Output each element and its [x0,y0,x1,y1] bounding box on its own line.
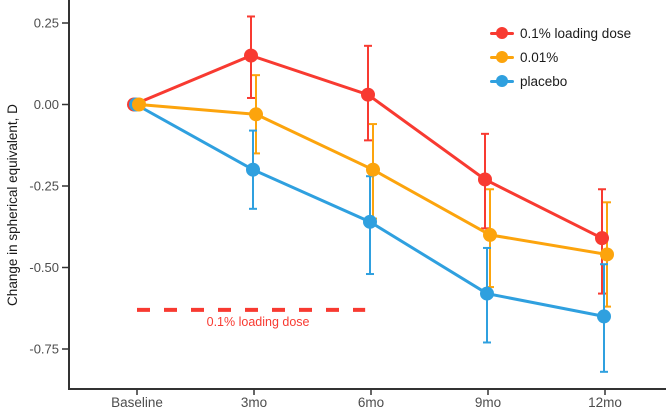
y-tick-label: 0.25 [34,16,59,31]
reference-line-label: 0.1% loading dose [206,315,310,329]
y-axis-title: Change in spherical equivalent, D [5,104,20,306]
data-point [132,97,146,112]
data-point [249,107,263,122]
legend-label: placebo [520,73,568,89]
y-tick-label: -0.25 [29,179,59,194]
x-tick-label: 12mo [588,395,622,410]
x-tick-label: Baseline [111,395,163,410]
data-point [478,172,492,187]
data-point [595,231,609,246]
data-point [483,227,497,242]
x-tick-label: 6mo [358,395,384,410]
legend-item: placebo [490,69,631,93]
y-tick-label: -0.50 [29,260,59,275]
y-tick-label: -0.75 [29,342,59,357]
legend-dot-swatch [496,51,508,63]
legend-dot-swatch [496,75,508,87]
data-point [246,162,260,177]
legend-item: 0.1% loading dose [490,21,631,45]
legend: 0.1% loading dose 0.01% placebo [490,21,631,93]
legend-dot-swatch [496,27,508,39]
data-point [366,162,380,177]
y-tick-label: 0.00 [34,97,59,112]
legend-item: 0.01% [490,45,631,69]
legend-key-icon [490,74,514,88]
legend-label: 0.1% loading dose [520,25,632,41]
x-tick-label: 3mo [241,395,267,410]
data-point [480,286,494,301]
legend-key-icon [490,50,514,64]
data-point [361,87,375,102]
x-tick-label: 9mo [475,395,501,410]
data-point [363,214,377,229]
data-point [600,247,614,262]
legend-label: 0.01% [520,49,559,65]
data-point [244,48,258,63]
data-point [597,309,611,324]
legend-key-icon [490,26,514,40]
